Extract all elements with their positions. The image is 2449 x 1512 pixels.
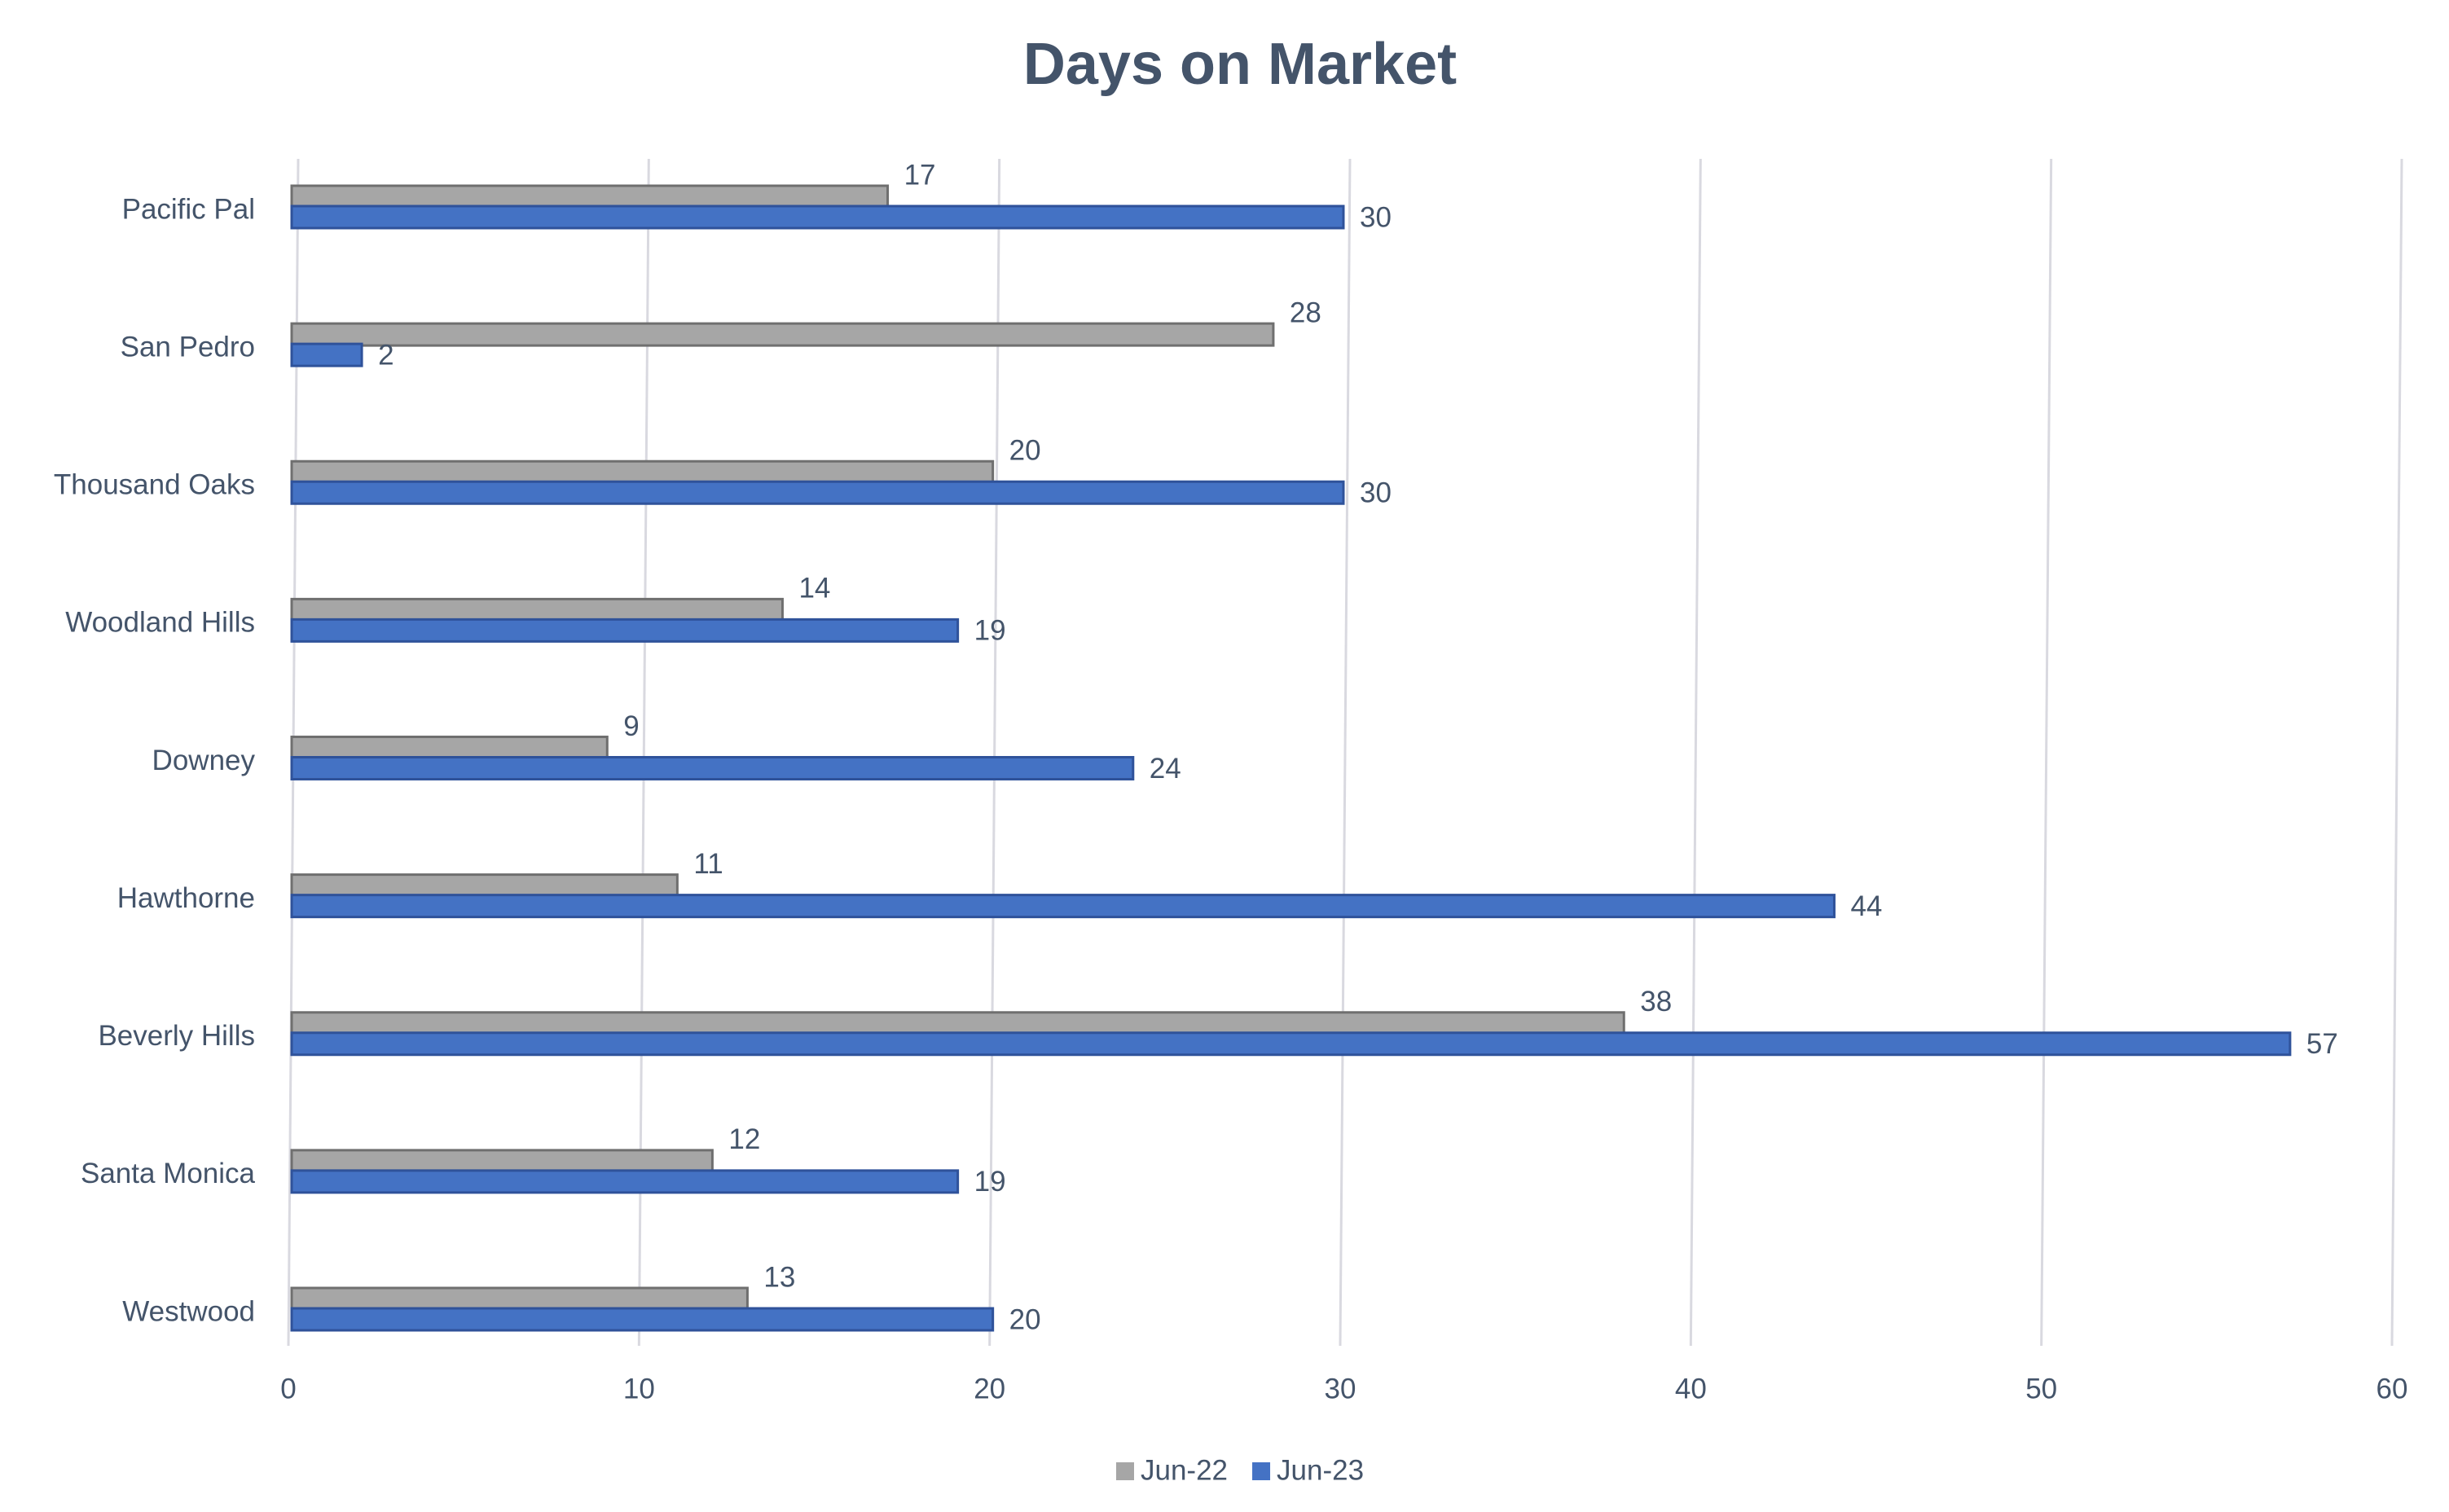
y-tick-label: Santa Monica — [81, 1158, 256, 1189]
y-tick-label: Pacific Pal — [122, 193, 255, 225]
grid-line — [637, 158, 650, 1347]
legend-swatch — [1116, 1462, 1134, 1480]
data-label: 17 — [904, 159, 936, 191]
bar — [290, 618, 960, 643]
y-tick-label: Beverly Hills — [98, 1020, 255, 1052]
data-label: 20 — [1009, 1303, 1041, 1335]
x-tick-label: 40 — [1675, 1373, 1707, 1404]
bar — [290, 1307, 995, 1332]
data-label: 57 — [2306, 1028, 2338, 1060]
chart-title: Days on Market — [1023, 32, 1457, 97]
y-tick-label: Hawthorne — [117, 882, 255, 914]
y-tick-label: Westwood — [122, 1295, 255, 1327]
grid-line — [2390, 158, 2403, 1347]
data-label: 44 — [1850, 890, 1882, 922]
data-label: 11 — [693, 848, 723, 880]
bar — [290, 184, 890, 209]
bar — [290, 736, 609, 760]
bar — [290, 322, 1275, 347]
grid-line — [1689, 158, 1702, 1347]
data-label: 13 — [763, 1261, 795, 1293]
data-label: 9 — [623, 710, 639, 742]
data-label: 2 — [378, 339, 394, 371]
legend-label: Jun-22 — [1141, 1454, 1228, 1486]
x-tick-label: 0 — [280, 1373, 296, 1404]
y-tick-label: San Pedro — [121, 331, 255, 363]
x-tick-label: 20 — [974, 1373, 1005, 1404]
data-label: 28 — [1290, 297, 1321, 328]
data-label: 30 — [1360, 201, 1392, 233]
data-label: 24 — [1150, 753, 1181, 785]
bar — [290, 873, 679, 899]
x-tick-label: 10 — [623, 1373, 655, 1404]
legend-swatch — [1252, 1462, 1271, 1480]
data-label: 38 — [1640, 986, 1672, 1018]
bar — [290, 1149, 714, 1174]
y-tick-label: Thousand Oaks — [54, 469, 255, 501]
bar — [290, 459, 995, 485]
x-tick-label: 50 — [2025, 1373, 2057, 1404]
bar — [290, 756, 1135, 780]
bar — [290, 1169, 960, 1194]
x-tick-label: 60 — [2376, 1373, 2408, 1404]
y-tick-label: Woodland Hills — [65, 607, 255, 639]
bar — [290, 480, 1345, 505]
data-label: 14 — [798, 573, 830, 604]
data-label: 19 — [974, 615, 1006, 647]
grid-line — [1339, 158, 1352, 1347]
data-label: 20 — [1009, 435, 1041, 467]
bar — [290, 204, 1345, 230]
legend-label: Jun-23 — [1277, 1454, 1364, 1486]
grid-line — [988, 158, 1001, 1347]
bar — [290, 342, 363, 367]
grid-line — [2040, 158, 2053, 1347]
bar — [290, 1286, 749, 1312]
x-tick-label: 30 — [1325, 1373, 1356, 1404]
bar — [290, 894, 1836, 919]
bar — [290, 597, 784, 622]
bar — [290, 1011, 1625, 1036]
bar — [290, 1031, 2292, 1057]
data-label: 30 — [1360, 477, 1392, 509]
y-tick-label: Downey — [152, 745, 256, 776]
data-label: 19 — [974, 1166, 1006, 1198]
data-label: 12 — [728, 1123, 760, 1155]
